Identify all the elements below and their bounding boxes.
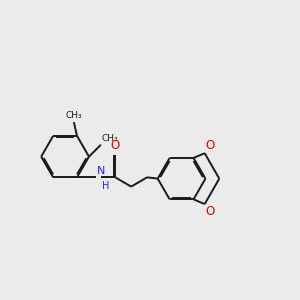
- Text: CH₃: CH₃: [65, 111, 82, 120]
- Text: O: O: [206, 139, 215, 152]
- Text: O: O: [206, 205, 215, 218]
- Text: H: H: [103, 181, 110, 190]
- Text: N: N: [97, 166, 106, 176]
- Text: CH₃: CH₃: [101, 134, 118, 142]
- Text: O: O: [111, 139, 120, 152]
